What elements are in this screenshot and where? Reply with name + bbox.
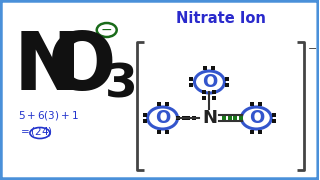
Text: O: O [202,73,217,91]
Text: N: N [202,109,217,127]
Text: Nitrate Ion: Nitrate Ion [176,10,266,26]
Text: −: − [308,44,317,54]
Text: O: O [155,109,170,127]
Text: $=(24)$: $=(24)$ [18,125,53,138]
Text: O: O [48,29,116,107]
Text: O: O [249,109,264,127]
Text: 3: 3 [105,62,138,107]
FancyBboxPatch shape [1,1,318,179]
Text: −: − [101,23,113,37]
Text: $5 +6(3) + 1$: $5 +6(3) + 1$ [18,109,79,122]
Text: N: N [14,29,81,107]
